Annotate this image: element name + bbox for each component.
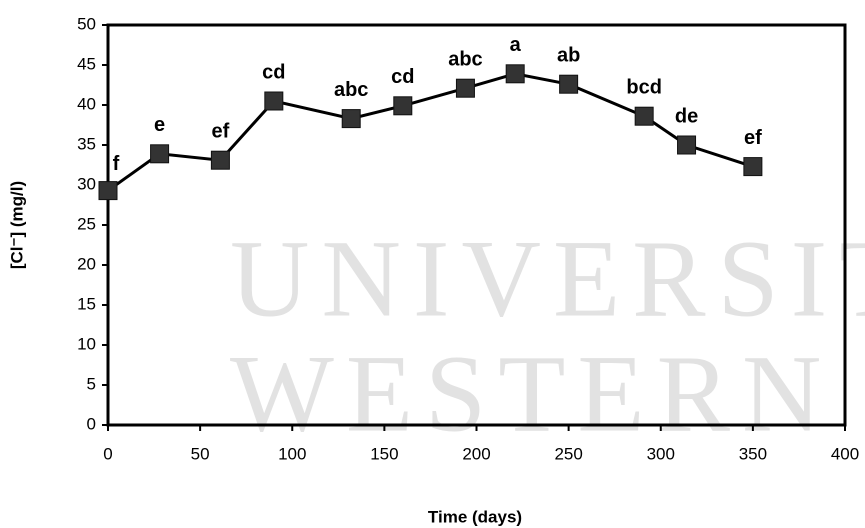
point-label: abc xyxy=(334,79,368,101)
point-label: ef xyxy=(211,120,229,142)
marker xyxy=(210,150,230,170)
y-tick-label: 40 xyxy=(77,94,96,113)
point-label: cd xyxy=(391,66,414,88)
y-tick-label: 15 xyxy=(77,294,96,313)
y-axis-title: [Cl⁻] (mg/l) xyxy=(7,181,26,269)
x-tick-label: 50 xyxy=(191,444,210,463)
x-tick-label: 200 xyxy=(462,444,490,463)
marker xyxy=(393,96,413,116)
point-label: ab xyxy=(557,44,580,66)
x-tick-label: 150 xyxy=(370,444,398,463)
point-label: ef xyxy=(744,127,762,149)
marker xyxy=(150,144,170,164)
y-tick-label: 30 xyxy=(77,174,96,193)
x-tick-label: 350 xyxy=(739,444,767,463)
marker xyxy=(559,74,579,94)
x-tick-label: 300 xyxy=(647,444,675,463)
y-tick-label: 20 xyxy=(77,254,96,273)
point-label: a xyxy=(510,34,522,56)
point-label: e xyxy=(154,114,165,136)
point-label: f xyxy=(113,153,120,175)
watermark: UNIVERSITY of xyxy=(230,217,865,339)
marker xyxy=(341,109,361,129)
y-tick-label: 35 xyxy=(77,134,96,153)
y-tick-label: 0 xyxy=(87,414,96,433)
marker xyxy=(677,135,697,155)
y-tick-label: 10 xyxy=(77,334,96,353)
marker xyxy=(743,157,763,177)
x-tick-label: 0 xyxy=(103,444,112,463)
marker xyxy=(634,106,654,126)
y-tick-label: 45 xyxy=(77,54,96,73)
watermark: WESTERN CA xyxy=(230,332,865,454)
y-tick-label: 25 xyxy=(77,214,96,233)
point-label: abc xyxy=(448,48,482,70)
point-label: de xyxy=(675,105,698,127)
point-label: bcd xyxy=(626,76,662,98)
y-tick-label: 5 xyxy=(87,374,96,393)
y-tick-label: 50 xyxy=(77,14,96,33)
marker xyxy=(455,78,475,98)
point-label: cd xyxy=(262,61,285,83)
x-axis-title: Time (days) xyxy=(428,507,522,526)
marker xyxy=(505,64,525,84)
marker xyxy=(98,181,118,201)
x-tick-label: 250 xyxy=(554,444,582,463)
x-tick-label: 400 xyxy=(831,444,859,463)
marker xyxy=(264,91,284,111)
x-tick-label: 100 xyxy=(278,444,306,463)
